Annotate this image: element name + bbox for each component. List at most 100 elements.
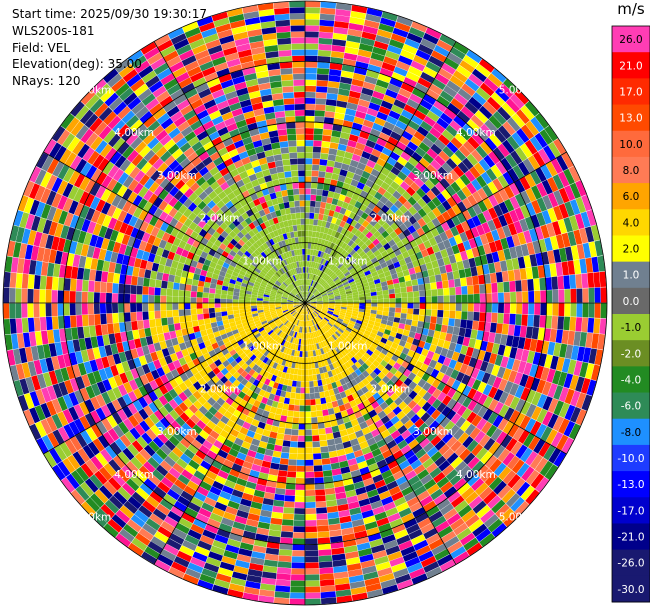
velocity-gate <box>438 460 451 472</box>
velocity-gate <box>325 315 331 320</box>
velocity-gate <box>314 282 318 288</box>
velocity-gate <box>308 285 311 292</box>
velocity-gate <box>472 320 479 331</box>
velocity-gate <box>118 303 124 313</box>
velocity-gate <box>528 435 541 451</box>
velocity-gate <box>83 361 93 374</box>
velocity-gate <box>187 480 200 491</box>
velocity-gate <box>552 416 565 432</box>
velocity-gate <box>356 416 366 424</box>
velocity-gate <box>387 136 399 146</box>
velocity-gate <box>212 401 222 411</box>
velocity-gate <box>286 354 291 362</box>
velocity-gate <box>465 491 479 505</box>
velocity-gate <box>453 70 468 83</box>
velocity-gate <box>225 363 234 372</box>
velocity-gate <box>253 432 263 441</box>
velocity-gate <box>305 526 317 533</box>
velocity-gate <box>306 267 309 273</box>
velocity-gate <box>270 291 277 296</box>
velocity-gate <box>353 303 360 306</box>
velocity-gate <box>42 248 51 263</box>
velocity-gate <box>322 366 328 373</box>
velocity-gate <box>547 250 556 264</box>
velocity-gate <box>436 203 447 214</box>
velocity-gate <box>64 278 71 291</box>
velocity-gate <box>427 395 437 406</box>
velocity-gate <box>563 168 575 185</box>
velocity-gate <box>379 464 390 474</box>
velocity-gate <box>316 410 323 417</box>
velocity-gate <box>463 537 479 551</box>
velocity-gate <box>476 464 489 478</box>
velocity-gate <box>581 317 589 333</box>
velocity-gate <box>310 305 316 308</box>
velocity-gate <box>305 236 309 243</box>
velocity-gate <box>296 338 300 345</box>
velocity-gate <box>372 275 380 281</box>
velocity-gate <box>531 199 542 214</box>
velocity-gate <box>349 281 356 286</box>
velocity-gate <box>341 472 352 480</box>
velocity-gate <box>238 299 245 303</box>
velocity-gate <box>316 507 328 514</box>
velocity-gate <box>74 418 86 433</box>
velocity-gate <box>228 383 237 392</box>
velocity-gate <box>328 262 334 269</box>
velocity-gate <box>331 173 340 181</box>
velocity-gate <box>334 205 342 213</box>
velocity-gate <box>519 176 531 191</box>
velocity-gate <box>280 531 293 538</box>
velocity-gate <box>75 351 84 364</box>
velocity-gate <box>352 273 359 279</box>
velocity-gate <box>101 324 109 336</box>
velocity-gate <box>372 506 385 516</box>
velocity-gate <box>220 298 227 303</box>
velocity-gate <box>138 240 147 251</box>
velocity-gate <box>324 275 329 281</box>
velocity-gate <box>202 401 212 411</box>
velocity-gate <box>338 316 345 320</box>
velocity-gate <box>36 247 45 262</box>
velocity-gate <box>228 583 245 593</box>
velocity-gate <box>507 168 519 182</box>
velocity-gate <box>423 478 437 490</box>
velocity-gate <box>503 380 514 394</box>
velocity-gate <box>305 339 308 345</box>
velocity-gate <box>59 442 72 458</box>
velocity-gate <box>337 174 346 183</box>
velocity-gate <box>372 238 380 246</box>
velocity-gate <box>368 210 377 219</box>
velocity-gate <box>418 43 434 56</box>
velocity-gate <box>402 191 412 201</box>
velocity-gate <box>433 170 444 182</box>
velocity-gate <box>64 315 71 329</box>
velocity-gate <box>356 247 363 255</box>
velocity-gate <box>223 410 233 420</box>
velocity-gate <box>270 387 277 395</box>
velocity-gate <box>213 347 222 355</box>
velocity-gate <box>320 591 336 599</box>
velocity-gate <box>321 141 331 148</box>
velocity-gate <box>319 25 334 33</box>
velocity-gate <box>153 398 164 410</box>
velocity-gate <box>187 502 201 513</box>
velocity-gate <box>359 43 374 52</box>
velocity-gate <box>74 389 85 404</box>
velocity-gate <box>408 206 418 216</box>
velocity-gate <box>450 153 462 166</box>
velocity-gate <box>407 400 417 410</box>
velocity-gate <box>312 152 321 159</box>
velocity-gate <box>406 523 420 535</box>
velocity-gate <box>196 308 203 315</box>
velocity-gate <box>240 498 252 507</box>
velocity-gate <box>349 399 357 408</box>
velocity-gate <box>383 162 394 172</box>
velocity-gate <box>266 317 273 323</box>
velocity-gate <box>429 253 437 262</box>
velocity-gate <box>309 332 313 339</box>
velocity-gate <box>547 192 559 208</box>
velocity-gate <box>538 441 551 458</box>
velocity-gate <box>417 340 426 349</box>
velocity-gate <box>466 320 473 330</box>
